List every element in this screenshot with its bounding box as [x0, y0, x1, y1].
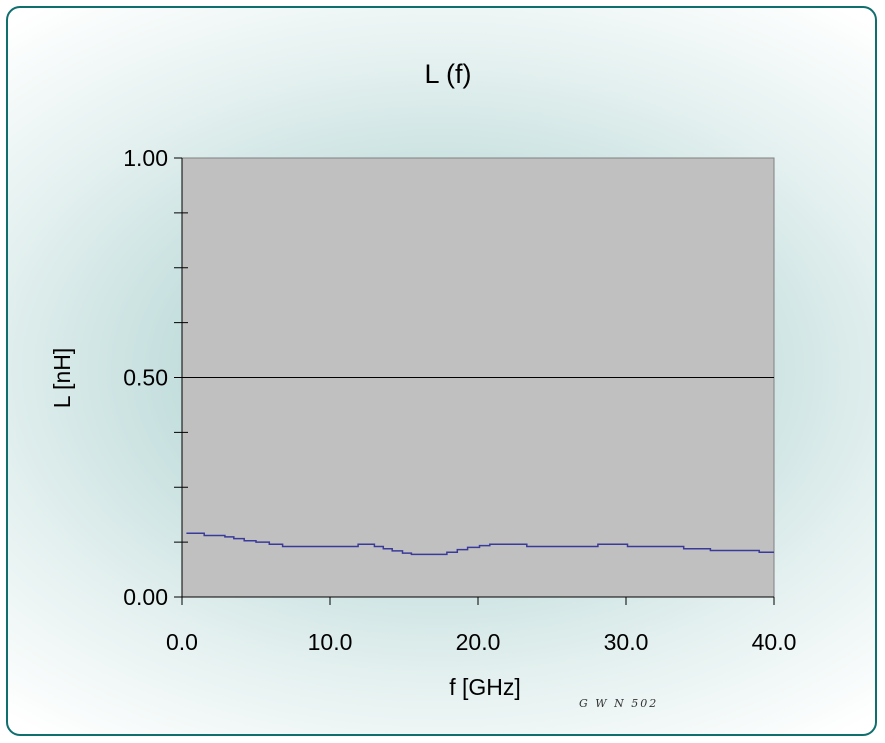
y-tick-label: 0.00 [123, 584, 168, 610]
tick-labels: 0.00 0.50 1.00 0.0 10.0 20.0 30.0 40.0 [123, 145, 796, 655]
chart-frame: 0.00 0.50 1.00 0.0 10.0 20.0 30.0 40.0 L (f) f … [6, 6, 877, 736]
x-tick-label: 20.0 [456, 629, 501, 655]
x-tick-label: 40.0 [752, 629, 797, 655]
chart-title: L (f) [425, 59, 472, 89]
y-axis-title: L [nH] [49, 348, 75, 409]
y-tick-label: 0.50 [123, 365, 168, 391]
y-tick-label: 1.00 [123, 145, 168, 171]
series-layer [186, 532, 774, 556]
x-tick-label: 10.0 [308, 629, 353, 655]
x-tick-label: 0.0 [166, 629, 198, 655]
x-axis-title: f [GHz] [449, 674, 521, 700]
series-line [186, 532, 774, 556]
x-tick-label: 30.0 [604, 629, 649, 655]
watermark-label: G W N 502 [579, 697, 658, 710]
ticks [174, 157, 775, 605]
chart-canvas: 0.00 0.50 1.00 0.0 10.0 20.0 30.0 40.0 L (f) f … [49, 59, 796, 710]
